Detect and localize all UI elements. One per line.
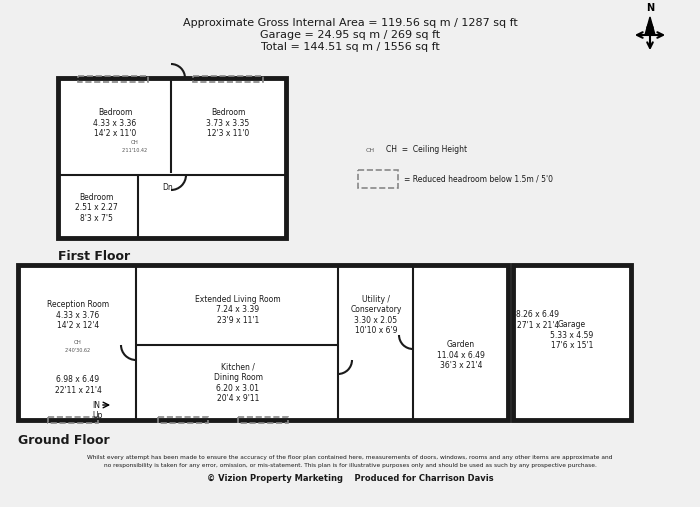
Bar <box>78 76 148 82</box>
Text: 2'11'10.42: 2'11'10.42 <box>122 148 148 153</box>
Text: IN: IN <box>92 401 100 410</box>
Text: CH: CH <box>365 148 375 153</box>
Text: 6.98 x 6.49
22'11 x 21'4: 6.98 x 6.49 22'11 x 21'4 <box>55 375 102 395</box>
Bar <box>48 417 98 423</box>
Text: N: N <box>646 3 654 13</box>
Bar <box>193 76 263 82</box>
Bar <box>238 417 288 423</box>
Text: CH  =  Ceiling Height: CH = Ceiling Height <box>386 146 467 155</box>
Text: CH: CH <box>131 140 139 146</box>
Text: Up: Up <box>93 411 103 419</box>
Text: = Reduced headroom below 1.5m / 5'0: = Reduced headroom below 1.5m / 5'0 <box>404 174 553 184</box>
Text: Dn: Dn <box>162 184 174 193</box>
Text: Approximate Gross Internal Area = 119.56 sq m / 1287 sq ft: Approximate Gross Internal Area = 119.56… <box>183 18 517 28</box>
Text: Total = 144.51 sq m / 1556 sq ft: Total = 144.51 sq m / 1556 sq ft <box>260 42 440 52</box>
Text: Reception Room
4.33 x 3.76
14'2 x 12'4: Reception Room 4.33 x 3.76 14'2 x 12'4 <box>47 300 109 330</box>
Text: First Floor: First Floor <box>58 250 130 263</box>
Text: Extended Living Room
7.24 x 3.39
23'9 x 11'1: Extended Living Room 7.24 x 3.39 23'9 x … <box>195 295 281 325</box>
Bar <box>18 265 508 420</box>
Text: Bedroom
2.51 x 2.27
8'3 x 7'5: Bedroom 2.51 x 2.27 8'3 x 7'5 <box>75 193 118 223</box>
Text: Garage
5.33 x 4.59
17'6 x 15'1: Garage 5.33 x 4.59 17'6 x 15'1 <box>550 320 594 350</box>
Text: CH: CH <box>74 341 82 345</box>
Text: Bedroom
3.73 x 3.35
12'3 x 11'0: Bedroom 3.73 x 3.35 12'3 x 11'0 <box>206 108 250 138</box>
Text: Bedroom
4.33 x 3.36
14'2 x 11'0: Bedroom 4.33 x 3.36 14'2 x 11'0 <box>93 108 136 138</box>
Text: Garden
11.04 x 6.49
36'3 x 21'4: Garden 11.04 x 6.49 36'3 x 21'4 <box>437 340 485 370</box>
Text: Whilst every attempt has been made to ensure the accuracy of the floor plan cont: Whilst every attempt has been made to en… <box>88 455 612 460</box>
Text: no responsibility is taken for any error, omission, or mis-statement. This plan : no responsibility is taken for any error… <box>104 463 596 468</box>
Bar <box>513 265 631 420</box>
Text: © Vizion Property Marketing    Produced for Charrison Davis: © Vizion Property Marketing Produced for… <box>206 474 494 483</box>
Bar <box>358 170 398 188</box>
Bar <box>158 417 208 423</box>
Bar <box>58 78 286 238</box>
Text: Utility /
Conservatory
3.30 x 2.05
10'10 x 6'9: Utility / Conservatory 3.30 x 2.05 10'10… <box>350 295 402 335</box>
Text: Ground Floor: Ground Floor <box>18 434 110 447</box>
Text: 8.26 x 6.49
27'1 x 21'4: 8.26 x 6.49 27'1 x 21'4 <box>517 310 559 330</box>
Polygon shape <box>645 17 655 35</box>
Text: Garage = 24.95 sq m / 269 sq ft: Garage = 24.95 sq m / 269 sq ft <box>260 30 440 40</box>
Text: 2'40'30.62: 2'40'30.62 <box>65 347 91 352</box>
Text: Kitchen /
Dining Room
6.20 x 3.01
20'4 x 9'11: Kitchen / Dining Room 6.20 x 3.01 20'4 x… <box>214 363 262 403</box>
